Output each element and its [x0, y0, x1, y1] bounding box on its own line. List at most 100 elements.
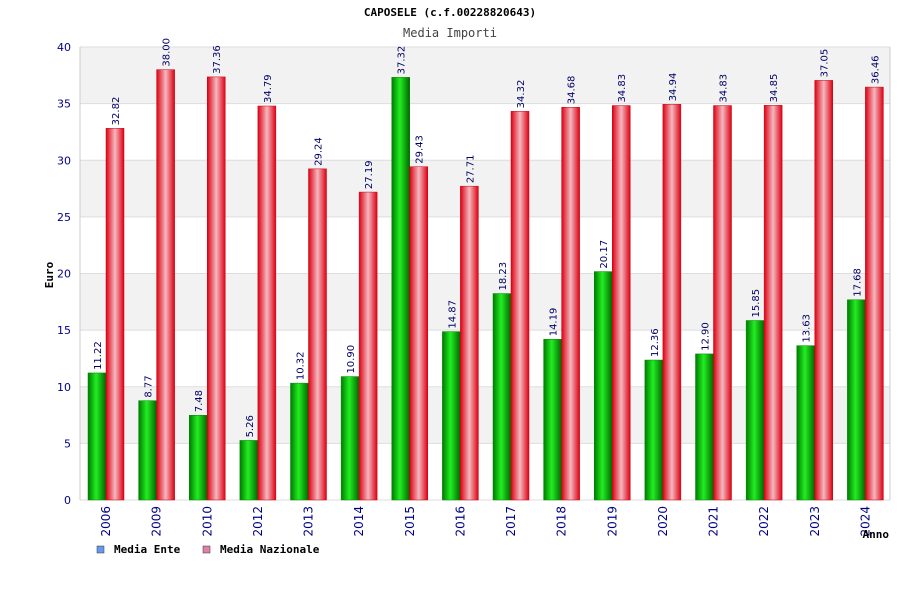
data-label: 14.19 [549, 308, 560, 337]
data-label: 34.85 [769, 74, 780, 103]
data-label: 5.26 [245, 415, 256, 437]
y-tick-label: 15 [57, 324, 71, 337]
data-label: 10.90 [346, 345, 357, 374]
y-tick-label: 25 [57, 211, 71, 224]
chart-title: CAPOSELE (c.f.00228820643) [364, 6, 536, 19]
bar-media-nazionale [510, 111, 530, 501]
bar-media-ente [340, 376, 360, 501]
bar-media-nazionale [358, 191, 378, 501]
bar-media-ente [745, 320, 765, 501]
bar-media-ente [87, 372, 107, 501]
x-axis-label: Anno [863, 528, 890, 541]
bar-media-nazionale [561, 106, 580, 501]
data-label: 32.82 [111, 97, 122, 126]
x-tick-label: 2010 [200, 506, 214, 537]
data-label: 29.43 [415, 135, 426, 164]
bar-media-ente [239, 440, 259, 501]
data-label: 29.24 [314, 137, 325, 166]
legend-swatch-media-nazionale [202, 545, 211, 554]
bar-media-ente [492, 293, 512, 501]
bar-media-ente [796, 345, 815, 501]
x-tick-label: 2014 [352, 506, 366, 537]
data-label: 37.05 [820, 49, 831, 78]
y-axis-label: Euro [43, 261, 56, 288]
bar-media-ente [695, 353, 714, 501]
y-axis-ticks: 0 5 10 15 20 25 30 35 40 [57, 41, 71, 507]
x-tick-label: 2022 [757, 506, 771, 537]
y-tick-label: 0 [64, 494, 71, 507]
bar-media-ente [442, 331, 461, 501]
bar-media-nazionale [865, 86, 884, 501]
y-tick-label: 35 [57, 98, 71, 111]
data-label: 12.36 [650, 328, 661, 357]
bar-media-nazionale [409, 166, 428, 501]
data-label: 17.68 [852, 268, 863, 297]
bar-media-nazionale [814, 80, 833, 501]
y-tick-label: 20 [57, 268, 71, 281]
legend-label-media-nazionale: Media Nazionale [220, 543, 320, 556]
data-label: 12.90 [701, 322, 712, 351]
data-label: 36.46 [870, 55, 881, 84]
legend-label-media-ente: Media Ente [114, 543, 181, 556]
bar-media-nazionale [763, 105, 783, 501]
data-label: 27.71 [465, 155, 476, 184]
bar-media-ente [138, 400, 157, 501]
bar-media-nazionale [105, 128, 125, 501]
data-label: 38.00 [162, 38, 173, 67]
bar-media-nazionale [460, 185, 479, 501]
x-tick-label: 2024 [858, 506, 872, 537]
x-tick-label: 2020 [656, 506, 670, 537]
data-label: 34.79 [263, 74, 274, 103]
chart-subtitle: Media Importi [403, 26, 497, 40]
x-tick-label: 2019 [605, 506, 619, 537]
bar-media-nazionale [713, 105, 732, 501]
data-label: 34.94 [668, 73, 679, 102]
data-label: 34.68 [567, 76, 578, 105]
bar-media-nazionale [156, 69, 175, 501]
bar-media-ente [189, 415, 208, 501]
y-tick-label: 10 [57, 381, 71, 394]
x-tick-label: 2012 [251, 506, 265, 537]
x-tick-label: 2009 [150, 506, 164, 537]
data-label: 34.83 [617, 74, 628, 103]
data-label: 34.32 [516, 80, 527, 109]
bar-media-ente [594, 271, 613, 501]
data-label: 37.32 [397, 46, 408, 75]
bar-media-nazionale [662, 104, 682, 501]
data-label: 14.87 [447, 300, 458, 329]
data-label: 8.77 [144, 375, 155, 397]
x-tick-label: 2013 [302, 506, 316, 537]
data-label: 18.23 [498, 262, 509, 291]
x-axis-ticks: 2006 2009 2010 2012 2013 2014 2015 2016 2017 2018… [99, 506, 872, 537]
data-label: 10.32 [296, 351, 307, 380]
x-tick-label: 2016 [453, 506, 467, 537]
legend: Media Ente Media Nazionale [96, 543, 320, 556]
bar-media-ente [543, 339, 562, 501]
bar-media-nazionale [308, 168, 327, 501]
x-tick-label: 2023 [808, 506, 822, 537]
x-tick-label: 2018 [555, 506, 569, 537]
bar-media-ente [391, 77, 410, 501]
bar-media-nazionale [207, 76, 226, 501]
bar-media-ente [847, 299, 866, 501]
data-label: 34.83 [719, 74, 730, 103]
data-label: 15.85 [751, 289, 762, 318]
y-tick-label: 30 [57, 154, 71, 167]
data-label: 13.63 [802, 314, 813, 343]
y-tick-label: 5 [64, 437, 71, 450]
data-label: 27.19 [364, 160, 375, 189]
bars: 11.22 32.82 8.77 38.00 7.48 37.36 5.26 34.79 10.… [87, 38, 884, 501]
data-label: 20.17 [599, 240, 610, 269]
data-label: 37.36 [212, 45, 223, 74]
x-tick-label: 2017 [504, 506, 518, 537]
x-tick-label: 2015 [403, 506, 417, 537]
x-tick-label: 2006 [99, 506, 113, 537]
legend-swatch-media-ente [96, 545, 105, 554]
data-label: 7.48 [194, 390, 205, 412]
bar-media-nazionale [257, 105, 277, 501]
y-tick-label: 40 [57, 41, 71, 54]
bar-media-ente [290, 382, 309, 501]
bar-media-ente [644, 359, 664, 501]
